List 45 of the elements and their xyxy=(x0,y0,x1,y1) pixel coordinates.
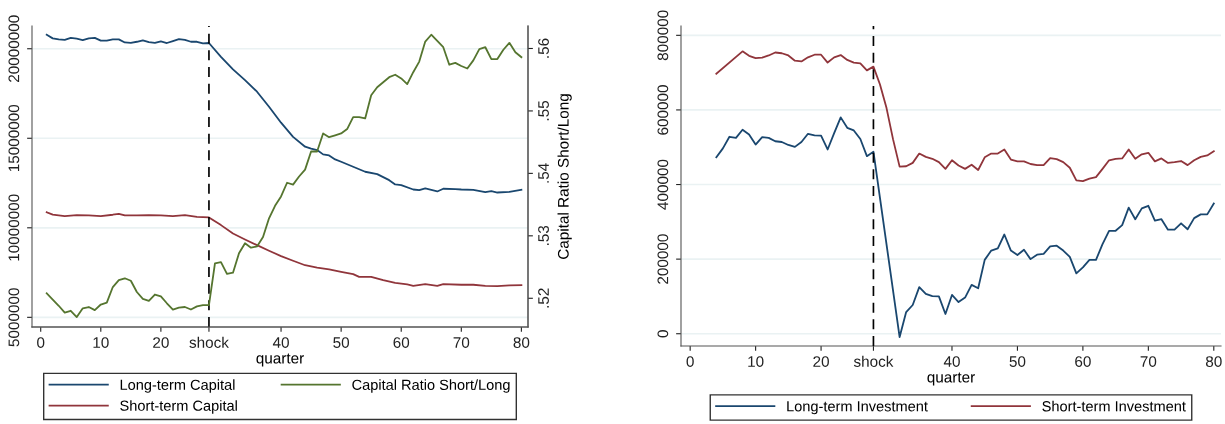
x-tick-label: shock xyxy=(853,355,894,367)
y-tick-label: 20000000 xyxy=(8,15,20,82)
x-tick-label: 40 xyxy=(943,356,960,367)
x-tick-label: 80 xyxy=(1205,356,1222,367)
line-series xyxy=(45,211,523,288)
line-series xyxy=(45,33,523,194)
x-tick-label: shock xyxy=(189,336,229,348)
x-tick-label: 50 xyxy=(333,337,350,348)
x-tick-label: 80 xyxy=(513,337,530,348)
legend-label: Short-term Investment xyxy=(1042,400,1186,412)
y2-tick-label: .53 xyxy=(538,225,549,246)
x-tick-label: 60 xyxy=(1075,356,1091,367)
legend-label: Capital Ratio Short/Long xyxy=(352,379,510,393)
line-series xyxy=(715,116,1215,338)
y-tick-label: 600000 xyxy=(657,85,669,135)
legend-label: Long-term Investment xyxy=(787,401,928,415)
x-axis-title: quarter xyxy=(927,372,975,386)
x-tick-label: 70 xyxy=(453,337,470,348)
line-series xyxy=(45,33,523,318)
y-tick-label: 15000000 xyxy=(8,104,20,172)
x-tick-label: 70 xyxy=(1140,356,1157,367)
legend-label: Short-term Capital xyxy=(120,400,237,414)
y2-tick-label: .56 xyxy=(538,38,549,58)
y2-axis-title: Capital Ratio Short/Long xyxy=(557,94,572,259)
x-tick-label: 40 xyxy=(272,337,289,348)
x-tick-label: 10 xyxy=(748,356,764,367)
x-tick-label: 20 xyxy=(813,356,829,367)
x-tick-label: 20 xyxy=(153,337,169,348)
y-tick-label: 5000000 xyxy=(8,288,20,347)
x-axis-title: quarter xyxy=(256,353,304,367)
y-tick-label: 800000 xyxy=(657,10,669,61)
y2-tick-label: .54 xyxy=(538,163,549,183)
x-tick-label: 10 xyxy=(93,337,109,348)
y-tick-label: 200000 xyxy=(657,234,669,284)
y2-tick-label: .52 xyxy=(538,288,549,308)
x-tick-label: 0 xyxy=(686,356,694,367)
x-tick-label: 50 xyxy=(1009,356,1026,367)
y-tick-label: 0 xyxy=(657,330,669,338)
x-tick-label: 60 xyxy=(393,337,410,348)
x-tick-label: 0 xyxy=(37,337,45,348)
y2-tick-label: .55 xyxy=(538,100,549,121)
y-tick-label: 400000 xyxy=(657,159,669,210)
y-tick-label: 10000000 xyxy=(8,194,20,261)
line-series xyxy=(715,50,1215,183)
legend-label: Long-term Capital xyxy=(120,379,235,393)
